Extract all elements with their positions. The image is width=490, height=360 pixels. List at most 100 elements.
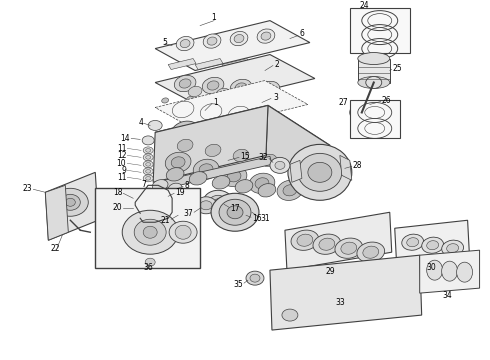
Polygon shape: [419, 250, 480, 293]
Bar: [95, 188, 200, 268]
Ellipse shape: [143, 161, 153, 168]
Ellipse shape: [149, 189, 177, 211]
Ellipse shape: [168, 183, 182, 193]
Ellipse shape: [216, 88, 230, 99]
Polygon shape: [340, 156, 352, 180]
Text: 33: 33: [335, 298, 344, 307]
Ellipse shape: [146, 149, 150, 152]
Text: 34: 34: [443, 291, 452, 300]
Text: 17: 17: [230, 204, 240, 213]
Ellipse shape: [237, 133, 253, 145]
Ellipse shape: [258, 81, 280, 98]
Ellipse shape: [203, 34, 221, 48]
Ellipse shape: [230, 79, 252, 96]
Ellipse shape: [155, 194, 171, 207]
Ellipse shape: [441, 261, 458, 281]
Ellipse shape: [447, 244, 459, 253]
Ellipse shape: [142, 200, 154, 210]
Text: 32: 32: [258, 153, 268, 162]
Ellipse shape: [212, 95, 219, 100]
Ellipse shape: [308, 162, 332, 182]
Ellipse shape: [145, 258, 155, 266]
Ellipse shape: [250, 274, 260, 282]
Ellipse shape: [199, 164, 213, 175]
Ellipse shape: [261, 133, 289, 154]
Text: 29: 29: [325, 267, 335, 276]
Ellipse shape: [60, 194, 80, 210]
Polygon shape: [249, 59, 277, 69]
Polygon shape: [195, 59, 223, 69]
Ellipse shape: [177, 139, 193, 152]
Ellipse shape: [214, 199, 222, 206]
Text: 16: 16: [252, 214, 262, 223]
Text: 6: 6: [300, 29, 305, 38]
Bar: [350, 8, 410, 53]
Polygon shape: [153, 105, 268, 182]
Ellipse shape: [207, 129, 223, 141]
Ellipse shape: [237, 93, 244, 99]
Ellipse shape: [277, 180, 303, 201]
Ellipse shape: [249, 173, 275, 193]
Polygon shape: [155, 55, 315, 107]
Ellipse shape: [282, 309, 298, 321]
Ellipse shape: [177, 125, 193, 138]
Polygon shape: [222, 59, 250, 69]
Ellipse shape: [257, 29, 275, 43]
Text: 37: 37: [183, 209, 193, 218]
Ellipse shape: [148, 121, 162, 130]
Ellipse shape: [143, 147, 153, 154]
Ellipse shape: [152, 180, 168, 191]
Ellipse shape: [189, 172, 207, 185]
Text: 2: 2: [275, 60, 280, 69]
Ellipse shape: [231, 129, 259, 150]
Ellipse shape: [122, 210, 178, 254]
Text: 12: 12: [117, 151, 126, 160]
Ellipse shape: [298, 153, 342, 191]
Text: 27: 27: [338, 98, 348, 107]
Ellipse shape: [258, 184, 276, 197]
Ellipse shape: [202, 77, 224, 94]
Text: 21: 21: [161, 216, 170, 225]
Polygon shape: [270, 255, 422, 330]
Ellipse shape: [219, 199, 251, 225]
Ellipse shape: [134, 194, 162, 216]
Ellipse shape: [52, 188, 88, 216]
Ellipse shape: [441, 240, 464, 256]
Ellipse shape: [235, 83, 247, 92]
Ellipse shape: [358, 53, 390, 64]
Ellipse shape: [244, 90, 258, 101]
Ellipse shape: [335, 238, 363, 258]
Ellipse shape: [427, 260, 442, 280]
Ellipse shape: [143, 175, 153, 182]
Text: 7: 7: [141, 180, 146, 189]
Text: 26: 26: [382, 96, 392, 105]
Ellipse shape: [176, 36, 194, 51]
Ellipse shape: [143, 168, 153, 175]
Text: 11: 11: [117, 173, 126, 182]
Ellipse shape: [207, 37, 217, 45]
Polygon shape: [155, 81, 308, 131]
Ellipse shape: [177, 208, 187, 216]
Ellipse shape: [187, 96, 194, 102]
Ellipse shape: [205, 144, 221, 157]
Text: 36: 36: [143, 263, 153, 272]
Ellipse shape: [171, 157, 185, 168]
Ellipse shape: [313, 234, 341, 254]
Ellipse shape: [175, 225, 191, 239]
Ellipse shape: [221, 166, 247, 186]
Ellipse shape: [179, 79, 191, 88]
Polygon shape: [168, 59, 196, 69]
Ellipse shape: [126, 188, 170, 222]
Bar: [358, 59, 390, 82]
Ellipse shape: [230, 31, 248, 46]
Text: 11: 11: [117, 144, 126, 153]
Ellipse shape: [146, 176, 150, 180]
Polygon shape: [155, 105, 330, 172]
Ellipse shape: [134, 219, 166, 245]
Ellipse shape: [275, 161, 285, 169]
Ellipse shape: [283, 185, 297, 196]
Ellipse shape: [211, 193, 259, 231]
Ellipse shape: [143, 154, 153, 161]
Ellipse shape: [195, 197, 217, 214]
Ellipse shape: [65, 198, 75, 206]
